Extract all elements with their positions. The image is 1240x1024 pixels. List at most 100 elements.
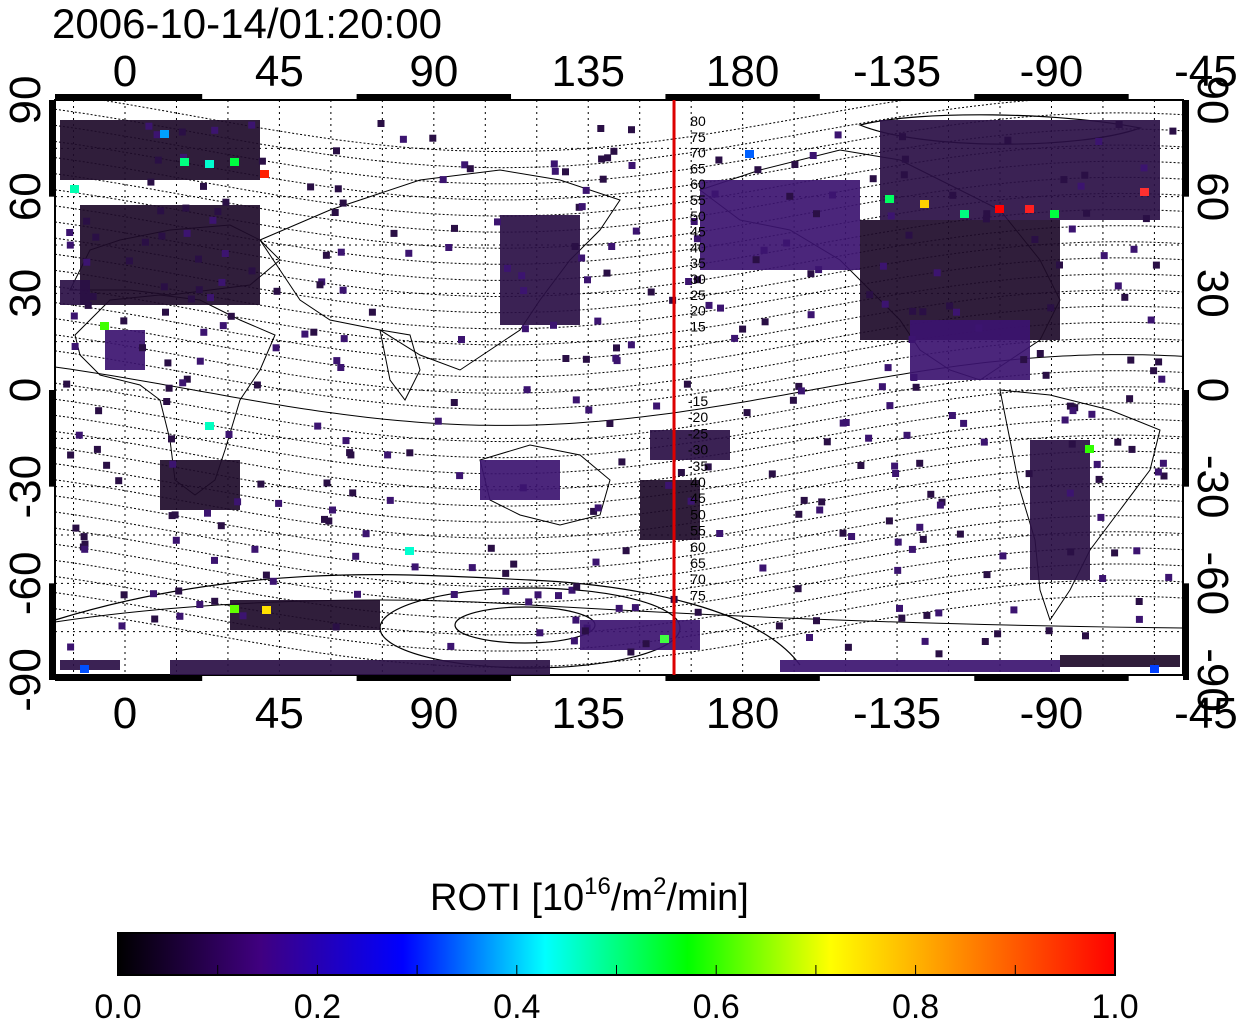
roti-cell xyxy=(935,609,943,617)
roti-region xyxy=(60,280,90,305)
frame-bar-top xyxy=(665,94,820,100)
contour-label: 35 xyxy=(690,255,706,271)
roti-cell xyxy=(585,406,593,414)
roti-cell xyxy=(677,469,685,476)
roti-cell xyxy=(571,243,579,250)
roti-cell xyxy=(795,510,803,518)
roti-cell xyxy=(905,231,913,239)
roti-high-cell xyxy=(205,160,214,168)
roti-cell xyxy=(81,545,89,553)
roti-cell xyxy=(761,318,769,326)
roti-high-cell xyxy=(180,158,189,166)
roti-cell xyxy=(176,612,184,620)
lon-tick-label: -135 xyxy=(853,689,941,738)
roti-cell xyxy=(95,407,103,415)
roti-cell xyxy=(248,121,256,129)
lon-tick-label: 0 xyxy=(113,689,137,738)
roti-cell xyxy=(447,642,455,650)
colorbar-tick-label: 0.8 xyxy=(892,988,939,1024)
roti-cell xyxy=(866,291,874,299)
colorbar-tick-label: 1.0 xyxy=(1091,988,1138,1024)
roti-cell xyxy=(521,325,529,333)
roti-cell xyxy=(704,463,712,471)
roti-cell xyxy=(716,530,724,537)
roti-cell xyxy=(632,227,640,235)
roti-cell xyxy=(333,357,341,365)
roti-cell xyxy=(613,344,620,352)
roti-cell xyxy=(844,643,852,651)
roti-cell xyxy=(848,533,856,540)
roti-cell xyxy=(960,419,968,427)
roti-cell xyxy=(368,308,376,316)
roti-cell xyxy=(239,612,247,620)
roti-cell xyxy=(377,120,385,127)
roti-cell xyxy=(71,343,79,350)
roti-cell xyxy=(1115,121,1123,128)
contour-label: -30 xyxy=(688,442,708,458)
roti-cell xyxy=(1169,127,1177,135)
contour-labels: 8075706560555045403530252015-15-20-25-30… xyxy=(688,113,708,603)
roti-cell xyxy=(93,445,101,453)
lon-tick-label: 90 xyxy=(409,47,458,96)
roti-cell xyxy=(214,208,222,216)
roti-region xyxy=(80,205,260,305)
roti-high-cell xyxy=(885,195,894,203)
roti-cell xyxy=(759,564,767,572)
contour-label: -25 xyxy=(688,425,708,441)
roti-cell xyxy=(183,229,191,237)
roti-cell xyxy=(1127,356,1135,364)
contour-label: 70 xyxy=(690,145,706,161)
lat-tick-label: -60 xyxy=(1,552,50,616)
roti-cell xyxy=(807,270,815,278)
roti-cell xyxy=(1069,407,1077,415)
contour-label: -15 xyxy=(688,393,708,409)
bottom-longitude-ticks: 0 45 90 135 180 -135 -90 -45 xyxy=(113,689,1238,738)
roti-cell xyxy=(815,266,823,274)
roti-cell xyxy=(1133,547,1141,555)
lon-tick-label: 90 xyxy=(409,689,458,738)
roti-cell xyxy=(251,545,259,553)
roti-cell xyxy=(204,509,211,517)
lat-tick-label: -90 xyxy=(1,648,50,712)
roti-cell xyxy=(739,325,747,333)
roti-cell xyxy=(598,155,606,163)
roti-cell xyxy=(1159,459,1167,467)
roti-cell xyxy=(1165,573,1173,581)
contour-label: -35 xyxy=(688,458,708,474)
roti-high-cell xyxy=(960,210,969,218)
roti-high-cell xyxy=(230,158,239,166)
roti-cell xyxy=(390,229,398,237)
roti-cell xyxy=(795,382,803,390)
roti-high-cell xyxy=(1050,210,1059,218)
roti-cell xyxy=(458,336,465,343)
roti-cell xyxy=(487,544,495,552)
mlat-contour xyxy=(54,595,1184,668)
roti-high-cell xyxy=(1140,188,1149,196)
roti-cell xyxy=(921,637,929,645)
roti-cell xyxy=(857,462,865,469)
roti-cell xyxy=(66,241,74,249)
roti-cell xyxy=(523,386,531,394)
frame-bar-left xyxy=(49,390,55,487)
roti-cell xyxy=(225,431,233,438)
roti-cell xyxy=(983,571,991,579)
roti-cell xyxy=(613,357,621,365)
roti-cell xyxy=(211,556,218,564)
south-solid-contour xyxy=(54,574,801,666)
roti-cell xyxy=(339,286,347,294)
roti-cell xyxy=(89,293,97,301)
roti-cell xyxy=(768,470,776,478)
roti-cell xyxy=(165,384,173,392)
roti-cell xyxy=(200,182,207,190)
lon-tick-label: 180 xyxy=(706,47,779,96)
roti-cell xyxy=(894,538,902,546)
roti-region xyxy=(500,215,580,325)
frame-bar-right xyxy=(1183,100,1189,197)
roti-cell xyxy=(504,264,511,272)
roti-cell xyxy=(628,162,636,169)
roti-cell xyxy=(211,597,219,605)
roti-cell xyxy=(1061,416,1069,424)
roti-cell xyxy=(273,287,281,295)
roti-cell xyxy=(562,355,570,362)
contour-label: 40 xyxy=(690,474,706,490)
